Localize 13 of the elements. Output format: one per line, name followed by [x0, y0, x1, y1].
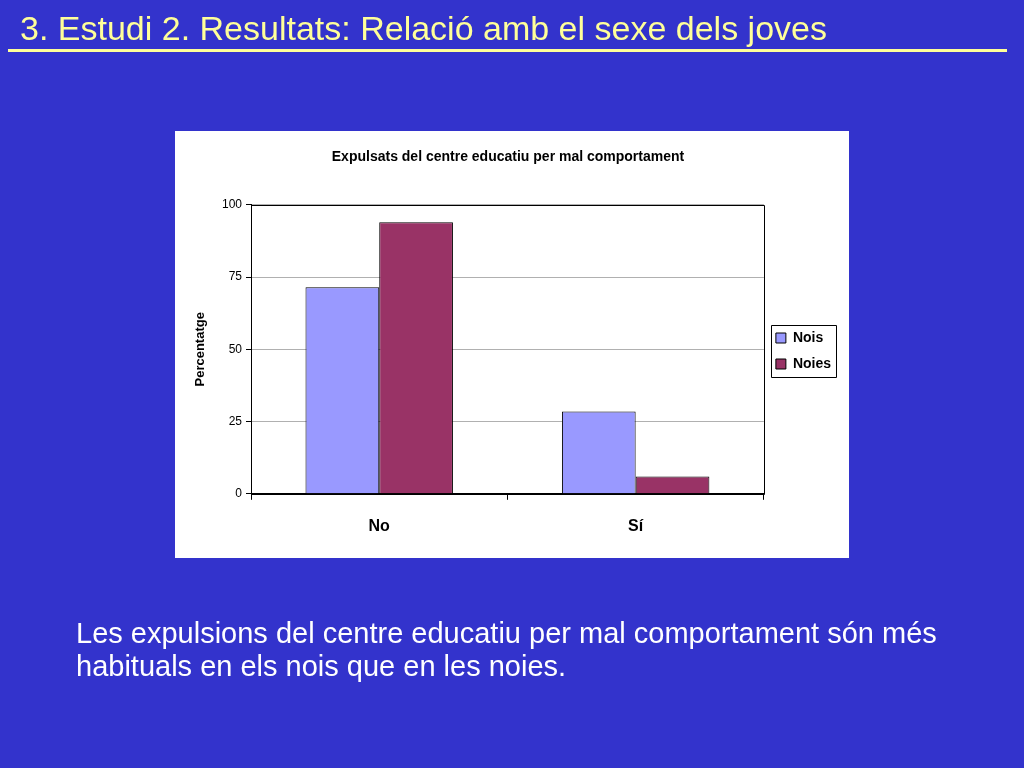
legend-label: Nois [792, 328, 824, 345]
y-tick-label: 0 [235, 486, 243, 501]
chart-title: 3. Estudi 2. Resultats: Relació amb el sexe dels joves [20, 8, 827, 49]
y-axis-title: Percentatge [192, 312, 208, 387]
y-tick-label: 75 [228, 269, 243, 284]
text: Les expulsions del centre educatiu per mal comportament són més habituals en els nois que en les noies. [76, 617, 938, 683]
x-tick-label: No [368, 516, 391, 534]
x-tick-label: Sí [628, 516, 644, 534]
y-tick-label: 25 [228, 413, 243, 428]
chart-subtitle: Expulsats del centre educatiu per mal comportament [331, 148, 685, 165]
y-tick-label: 100 [221, 197, 243, 212]
y-tick-label: 50 [228, 341, 243, 356]
legend-label: Noies [792, 354, 832, 371]
